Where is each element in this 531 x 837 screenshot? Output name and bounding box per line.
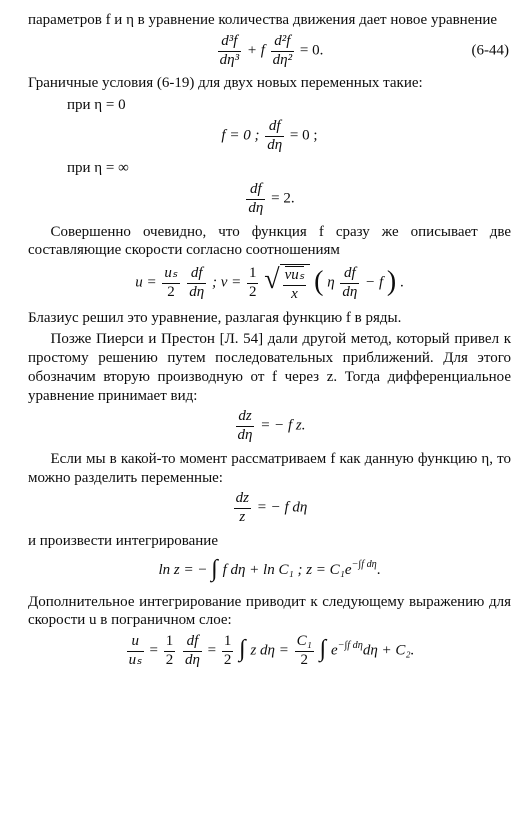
uv-rad-n: νuₛ bbox=[285, 266, 305, 284]
bc-equation-1: f = 0 ; df dη = 0 ; bbox=[28, 119, 511, 154]
dz-num: dz bbox=[236, 409, 255, 427]
uv-rad-d: x bbox=[283, 286, 307, 303]
bc-equation-2: df dη = 2. bbox=[28, 182, 511, 217]
paragraph-6: Если мы в какой-то момент рассматриваем … bbox=[28, 450, 511, 488]
dz-den: dη bbox=[236, 427, 255, 444]
equation-dz: dz dη = − f z. bbox=[28, 409, 511, 444]
bc1-rhs: = 0 ; bbox=[290, 127, 318, 143]
paragraph-1: параметров f и η в уравнение количества … bbox=[28, 11, 511, 30]
fin-f1d: uₛ bbox=[127, 652, 144, 669]
eq1-f2d: dη² bbox=[271, 52, 294, 69]
bc1-lhs: f = 0 ; bbox=[221, 127, 263, 143]
uv-u_lhs: u = bbox=[135, 275, 160, 291]
equation-6-44: d³f dη³ + f d²f dη² = 0. (6-44) bbox=[28, 34, 511, 69]
uv-par-f-d: dη bbox=[340, 284, 359, 301]
uv-u_f1n: uₛ bbox=[162, 266, 179, 284]
right-paren-icon: ) bbox=[387, 268, 396, 296]
uv-par-pre: η bbox=[327, 275, 338, 291]
uv-par-post: − f bbox=[365, 275, 383, 291]
left-paren-icon: ( bbox=[314, 268, 323, 296]
uv-u_f2d: dη bbox=[187, 284, 206, 301]
fin-eq1: = bbox=[150, 643, 162, 659]
eq-body: d³f dη³ + f d²f dη² = 0. bbox=[216, 34, 324, 69]
equation-final: u uₛ = 1 2 df dη = 1 2 ∫ z dη = C₁ 2 ∫ e… bbox=[28, 634, 511, 669]
eq1-f1n: d³f bbox=[218, 34, 241, 52]
lnz-b: f dη + ln C₁ ; z = C₁e bbox=[223, 562, 352, 578]
sep-rhs: = − f dη bbox=[257, 500, 308, 516]
bc-condition-1: при η = 0 bbox=[67, 96, 511, 115]
uv-half-n: 1 bbox=[247, 266, 259, 284]
eq1-rhs: = 0. bbox=[300, 42, 323, 58]
uv-u_f1d: 2 bbox=[162, 284, 179, 301]
fin-int2-post: dη + C₂. bbox=[363, 643, 415, 659]
paragraph-8: Дополнительное интегрирование приводит к… bbox=[28, 593, 511, 631]
fin-int2-exp: −∫f dη bbox=[338, 640, 363, 651]
fin-f4n: 1 bbox=[222, 634, 234, 652]
uv-half-d: 2 bbox=[247, 284, 259, 301]
eq1-f2n: d²f bbox=[271, 34, 294, 52]
paragraph-3: Совершенно очевидно, что функция f сразу… bbox=[28, 223, 511, 261]
dz-rhs: = − f z. bbox=[260, 418, 305, 434]
sqrt-icon: √ νuₛ x bbox=[264, 264, 310, 303]
fin-f3d: dη bbox=[183, 652, 202, 669]
fin-int2-pre: e bbox=[331, 643, 338, 659]
lnz-c: . bbox=[377, 562, 381, 578]
uv-gap: ; v = bbox=[212, 275, 245, 291]
paragraph-4: Блазиус решил это уравнение, разлагая фу… bbox=[28, 309, 511, 328]
uv-u_f2n: df bbox=[187, 266, 206, 284]
uv-par-f-n: df bbox=[340, 266, 359, 284]
paragraph-5: Позже Пиерси и Престон [Л. 54] дали друг… bbox=[28, 330, 511, 405]
lnz-exp: −∫f dη bbox=[352, 559, 377, 570]
equation-label-6-44: (6-44) bbox=[472, 42, 510, 61]
paragraph-2: Граничные условия (6-19) для двух новых … bbox=[28, 74, 511, 93]
equation-uv: u = uₛ 2 df dη ; v = 1 2 √ νuₛ x ( η bbox=[28, 264, 511, 303]
bc2-rhs: = 2. bbox=[271, 191, 294, 207]
fin-f5n: C₁ bbox=[295, 634, 314, 652]
paragraph-7: и произвести интегрирование bbox=[28, 532, 511, 551]
fin-f3n: df bbox=[183, 634, 202, 652]
lnz-a: ln z = − bbox=[159, 562, 212, 578]
fin-f1n: u bbox=[127, 634, 144, 652]
equation-sep: dz z = − f dη bbox=[28, 491, 511, 526]
bc2-den: dη bbox=[246, 200, 265, 217]
fin-f4d: 2 bbox=[222, 652, 234, 669]
fin-int1: z dη = bbox=[250, 643, 292, 659]
fin-eq2: = bbox=[208, 643, 220, 659]
sep-den: z bbox=[234, 509, 251, 526]
bc2-num: df bbox=[246, 182, 265, 200]
eq1-mid: + f bbox=[247, 42, 269, 58]
equation-lnz: ln z = − ∫ f dη + ln C₁ ; z = C₁e−∫f dη. bbox=[28, 555, 511, 587]
bc-condition-2: при η = ∞ bbox=[67, 159, 511, 178]
sep-num: dz bbox=[234, 491, 251, 509]
fin-f2n: 1 bbox=[164, 634, 176, 652]
bc1-num: df bbox=[265, 119, 284, 137]
fin-f2d: 2 bbox=[164, 652, 176, 669]
eq1-f1d: dη³ bbox=[218, 52, 241, 69]
uv-tail: . bbox=[400, 275, 404, 291]
fin-f5d: 2 bbox=[295, 652, 314, 669]
bc1-den: dη bbox=[265, 137, 284, 154]
